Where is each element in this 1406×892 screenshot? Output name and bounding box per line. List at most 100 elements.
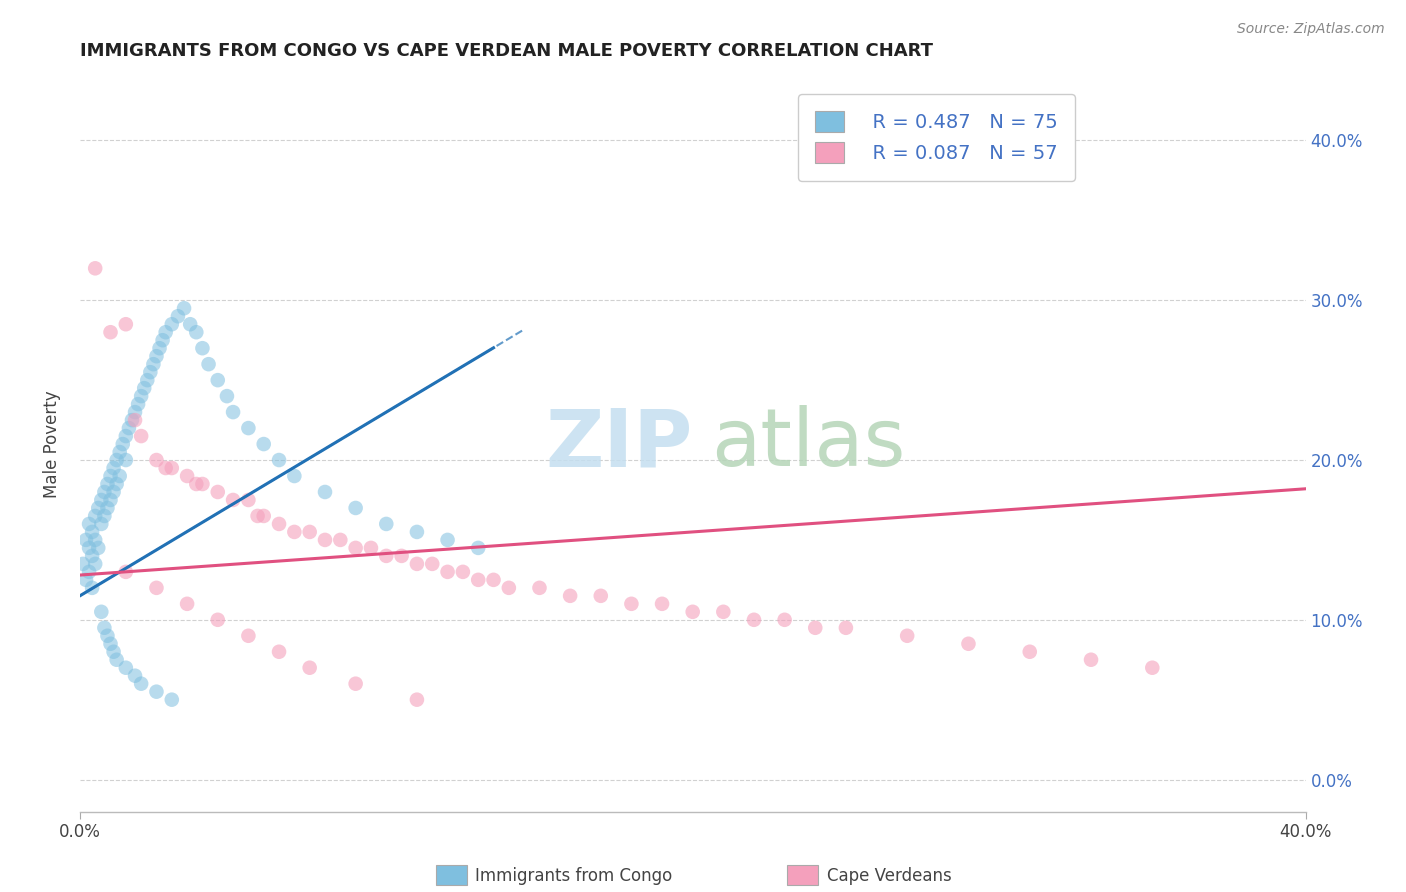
Point: [283, 524, 305, 539]
Point: [145, 581, 167, 595]
Point: [267, 516, 290, 531]
Point: [246, 508, 269, 523]
Point: [173, 301, 195, 316]
Point: [111, 437, 134, 451]
Point: [207, 613, 229, 627]
Point: [773, 613, 796, 627]
Point: [222, 493, 245, 508]
Point: [77, 516, 100, 531]
Point: [253, 508, 276, 523]
Point: [139, 365, 162, 379]
Point: [314, 533, 336, 547]
Point: [283, 469, 305, 483]
Text: Immigrants from Congo: Immigrants from Congo: [475, 867, 672, 885]
Point: [103, 485, 125, 500]
Point: [87, 500, 110, 515]
Point: [103, 645, 125, 659]
Point: [72, 557, 94, 571]
Text: IMMIGRANTS FROM CONGO VS CAPE VERDEAN MALE POVERTY CORRELATION CHART: IMMIGRANTS FROM CONGO VS CAPE VERDEAN MA…: [80, 42, 932, 60]
Point: [167, 310, 190, 324]
Point: [93, 508, 115, 523]
Point: [100, 493, 122, 508]
Point: [207, 373, 229, 387]
Point: [344, 676, 367, 690]
Point: [124, 669, 146, 683]
Point: [100, 469, 122, 483]
Point: [84, 557, 107, 571]
Text: ZIP: ZIP: [546, 405, 693, 483]
Point: [391, 549, 413, 563]
Point: [84, 508, 107, 523]
Point: [360, 541, 382, 555]
Point: [215, 389, 238, 403]
Point: [176, 597, 198, 611]
Text: Cape Verdeans: Cape Verdeans: [827, 867, 952, 885]
Point: [375, 549, 398, 563]
Point: [589, 589, 612, 603]
Point: [406, 524, 429, 539]
Point: [344, 500, 367, 515]
Point: [129, 389, 152, 403]
Point: [267, 645, 290, 659]
Point: [176, 469, 198, 483]
Point: [145, 349, 167, 363]
Point: [267, 453, 290, 467]
Point: [498, 581, 520, 595]
Point: [467, 573, 489, 587]
Point: [375, 516, 398, 531]
Point: [152, 333, 174, 347]
Point: [82, 549, 104, 563]
Point: [96, 477, 118, 491]
Point: [134, 381, 156, 395]
Point: [186, 325, 208, 339]
Point: [406, 692, 429, 706]
Point: [108, 445, 131, 459]
Point: [82, 581, 104, 595]
Point: [105, 453, 128, 467]
Point: [467, 541, 489, 555]
Text: Source: ZipAtlas.com: Source: ZipAtlas.com: [1237, 22, 1385, 37]
Point: [127, 397, 149, 411]
Point: [118, 421, 141, 435]
Point: [238, 493, 260, 508]
Point: [436, 533, 458, 547]
Point: [651, 597, 673, 611]
Point: [100, 325, 122, 339]
Point: [160, 317, 183, 331]
Point: [620, 597, 643, 611]
Point: [896, 629, 918, 643]
Point: [155, 461, 177, 475]
Point: [1142, 661, 1164, 675]
Point: [105, 477, 128, 491]
Point: [84, 261, 107, 276]
Point: [344, 541, 367, 555]
Point: [114, 453, 136, 467]
Point: [124, 413, 146, 427]
Point: [93, 485, 115, 500]
Point: [87, 541, 110, 555]
Point: [160, 461, 183, 475]
Point: [82, 524, 104, 539]
Point: [804, 621, 827, 635]
Point: [420, 557, 443, 571]
Point: [253, 437, 276, 451]
Point: [93, 621, 115, 635]
Point: [191, 477, 214, 491]
Point: [136, 373, 159, 387]
Point: [105, 653, 128, 667]
Point: [238, 421, 260, 435]
Point: [124, 405, 146, 419]
Point: [682, 605, 704, 619]
Point: [451, 565, 474, 579]
Point: [160, 692, 183, 706]
Point: [129, 676, 152, 690]
Point: [1080, 653, 1102, 667]
Legend:   R = 0.487   N = 75,   R = 0.087   N = 57: R = 0.487 N = 75, R = 0.087 N = 57: [797, 94, 1076, 181]
Point: [558, 589, 581, 603]
Point: [155, 325, 177, 339]
Point: [529, 581, 551, 595]
Point: [75, 533, 97, 547]
Point: [90, 605, 112, 619]
Point: [129, 429, 152, 443]
Point: [114, 429, 136, 443]
